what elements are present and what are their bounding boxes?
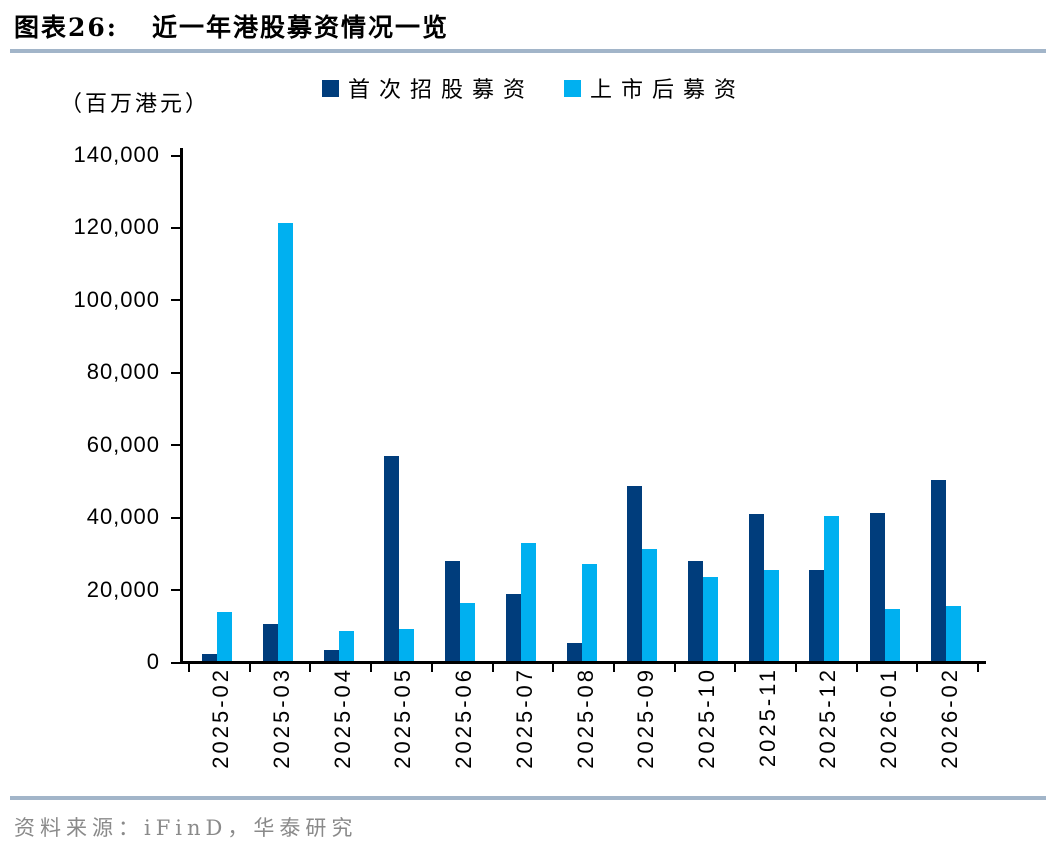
- y-axis-tick-label: 80,000: [86, 359, 160, 385]
- bar-ipo: [202, 654, 218, 661]
- x-axis-tick: [370, 661, 373, 672]
- y-axis-tick: [171, 589, 180, 592]
- y-axis-tick-label: 100,000: [73, 286, 160, 312]
- bar-postlisting: [399, 629, 415, 661]
- x-axis-tick: [248, 661, 251, 672]
- footer-divider: [10, 796, 1046, 800]
- x-axis-tick-label: 2025-09: [633, 667, 659, 769]
- legend: 首次招股募资 上市后募资: [322, 72, 745, 104]
- legend-label-ipo: 首次招股募资: [348, 78, 535, 103]
- bar-postlisting: [278, 223, 294, 661]
- x-axis-tick: [309, 661, 312, 672]
- bar-postlisting: [885, 609, 901, 661]
- bar-ipo: [566, 643, 582, 661]
- bar-postlisting: [763, 570, 779, 661]
- bar-ipo: [687, 561, 703, 661]
- y-axis-tick: [171, 371, 180, 374]
- bar-ipo: [870, 513, 886, 661]
- x-axis-tick-label: 2025-10: [693, 667, 719, 769]
- source-note: 资料来源：iFinD，华泰研究: [14, 816, 358, 840]
- y-axis-tick: [171, 516, 180, 519]
- x-axis-tick: [795, 661, 797, 672]
- x-axis-tick: [188, 661, 190, 672]
- x-axis-tick-label: 2026-02: [936, 667, 962, 769]
- x-axis-tick: [734, 661, 737, 672]
- x-axis-tick: [612, 661, 615, 672]
- axis-unit-label: （百万港元）: [60, 92, 211, 117]
- legend-item-postlisting: 上市后募资: [564, 72, 745, 104]
- y-axis-tick-label: 0: [146, 649, 160, 674]
- x-axis-tick: [977, 661, 980, 672]
- bar-postlisting: [520, 543, 536, 661]
- legend-swatch-ipo-icon: [322, 79, 339, 97]
- x-axis-tick-label: 2025-05: [390, 667, 416, 769]
- bar-postlisting: [642, 549, 658, 661]
- bar-ipo: [930, 480, 946, 661]
- bar-ipo: [809, 570, 825, 661]
- figure-title: 近一年港股募资情况一览: [152, 13, 450, 42]
- x-axis-tick-label: 2025-12: [815, 667, 841, 769]
- x-axis-tick: [552, 661, 555, 672]
- y-axis-tick: [171, 661, 180, 664]
- bar-postlisting: [702, 577, 718, 661]
- bar-ipo: [263, 624, 279, 661]
- y-axis-line: [180, 148, 183, 664]
- bar-postlisting: [824, 516, 840, 661]
- x-axis-tick-label: 2025-08: [572, 667, 598, 769]
- y-axis-tick: [171, 299, 180, 302]
- x-axis-tick: [491, 661, 494, 672]
- x-axis-tick: [916, 661, 919, 672]
- x-axis-tick-label: 2026-01: [876, 667, 902, 769]
- bar-postlisting: [581, 564, 597, 661]
- y-axis-tick: [171, 226, 180, 229]
- x-axis-tick: [855, 661, 858, 672]
- bar-ipo: [505, 594, 521, 661]
- x-axis-tick-label: 2025-02: [208, 667, 234, 769]
- x-axis-tick-label: 2025-11: [754, 667, 780, 768]
- bar-postlisting: [338, 631, 354, 661]
- legend-item-ipo: 首次招股募资: [322, 72, 534, 104]
- x-axis-tick-label: 2025-03: [269, 667, 295, 769]
- bar-postlisting: [945, 606, 961, 661]
- y-axis-tick: [171, 154, 180, 157]
- y-axis-tick-label: 60,000: [86, 431, 160, 457]
- figure-number: 图表26:: [14, 13, 119, 42]
- y-axis-tick: [171, 444, 180, 447]
- y-axis-tick-label: 40,000: [86, 504, 160, 530]
- x-axis-tick-label: 2025-06: [451, 667, 477, 769]
- x-axis-tick: [673, 661, 676, 672]
- y-axis-tick-label: 20,000: [86, 576, 160, 602]
- bar-postlisting: [460, 603, 476, 661]
- bar-ipo: [748, 514, 764, 661]
- bar-ipo: [627, 486, 643, 661]
- y-axis-tick-label: 140,000: [73, 142, 160, 167]
- legend-label-postlisting: 上市后募资: [590, 78, 746, 103]
- bar-ipo: [384, 456, 400, 661]
- bar-postlisting: [217, 612, 233, 661]
- x-axis-tick: [430, 661, 433, 672]
- x-axis-tick-label: 2025-04: [329, 667, 355, 769]
- legend-swatch-postlisting-icon: [564, 79, 582, 97]
- y-axis-tick-label: 120,000: [73, 214, 160, 240]
- x-axis-tick-label: 2025-07: [511, 667, 537, 769]
- bar-ipo: [323, 650, 339, 661]
- x-axis-line: [180, 661, 986, 664]
- title-divider: [10, 49, 1046, 53]
- page-title: 图表26: 近一年港股募资情况一览: [14, 8, 449, 44]
- bar-ipo: [445, 561, 461, 661]
